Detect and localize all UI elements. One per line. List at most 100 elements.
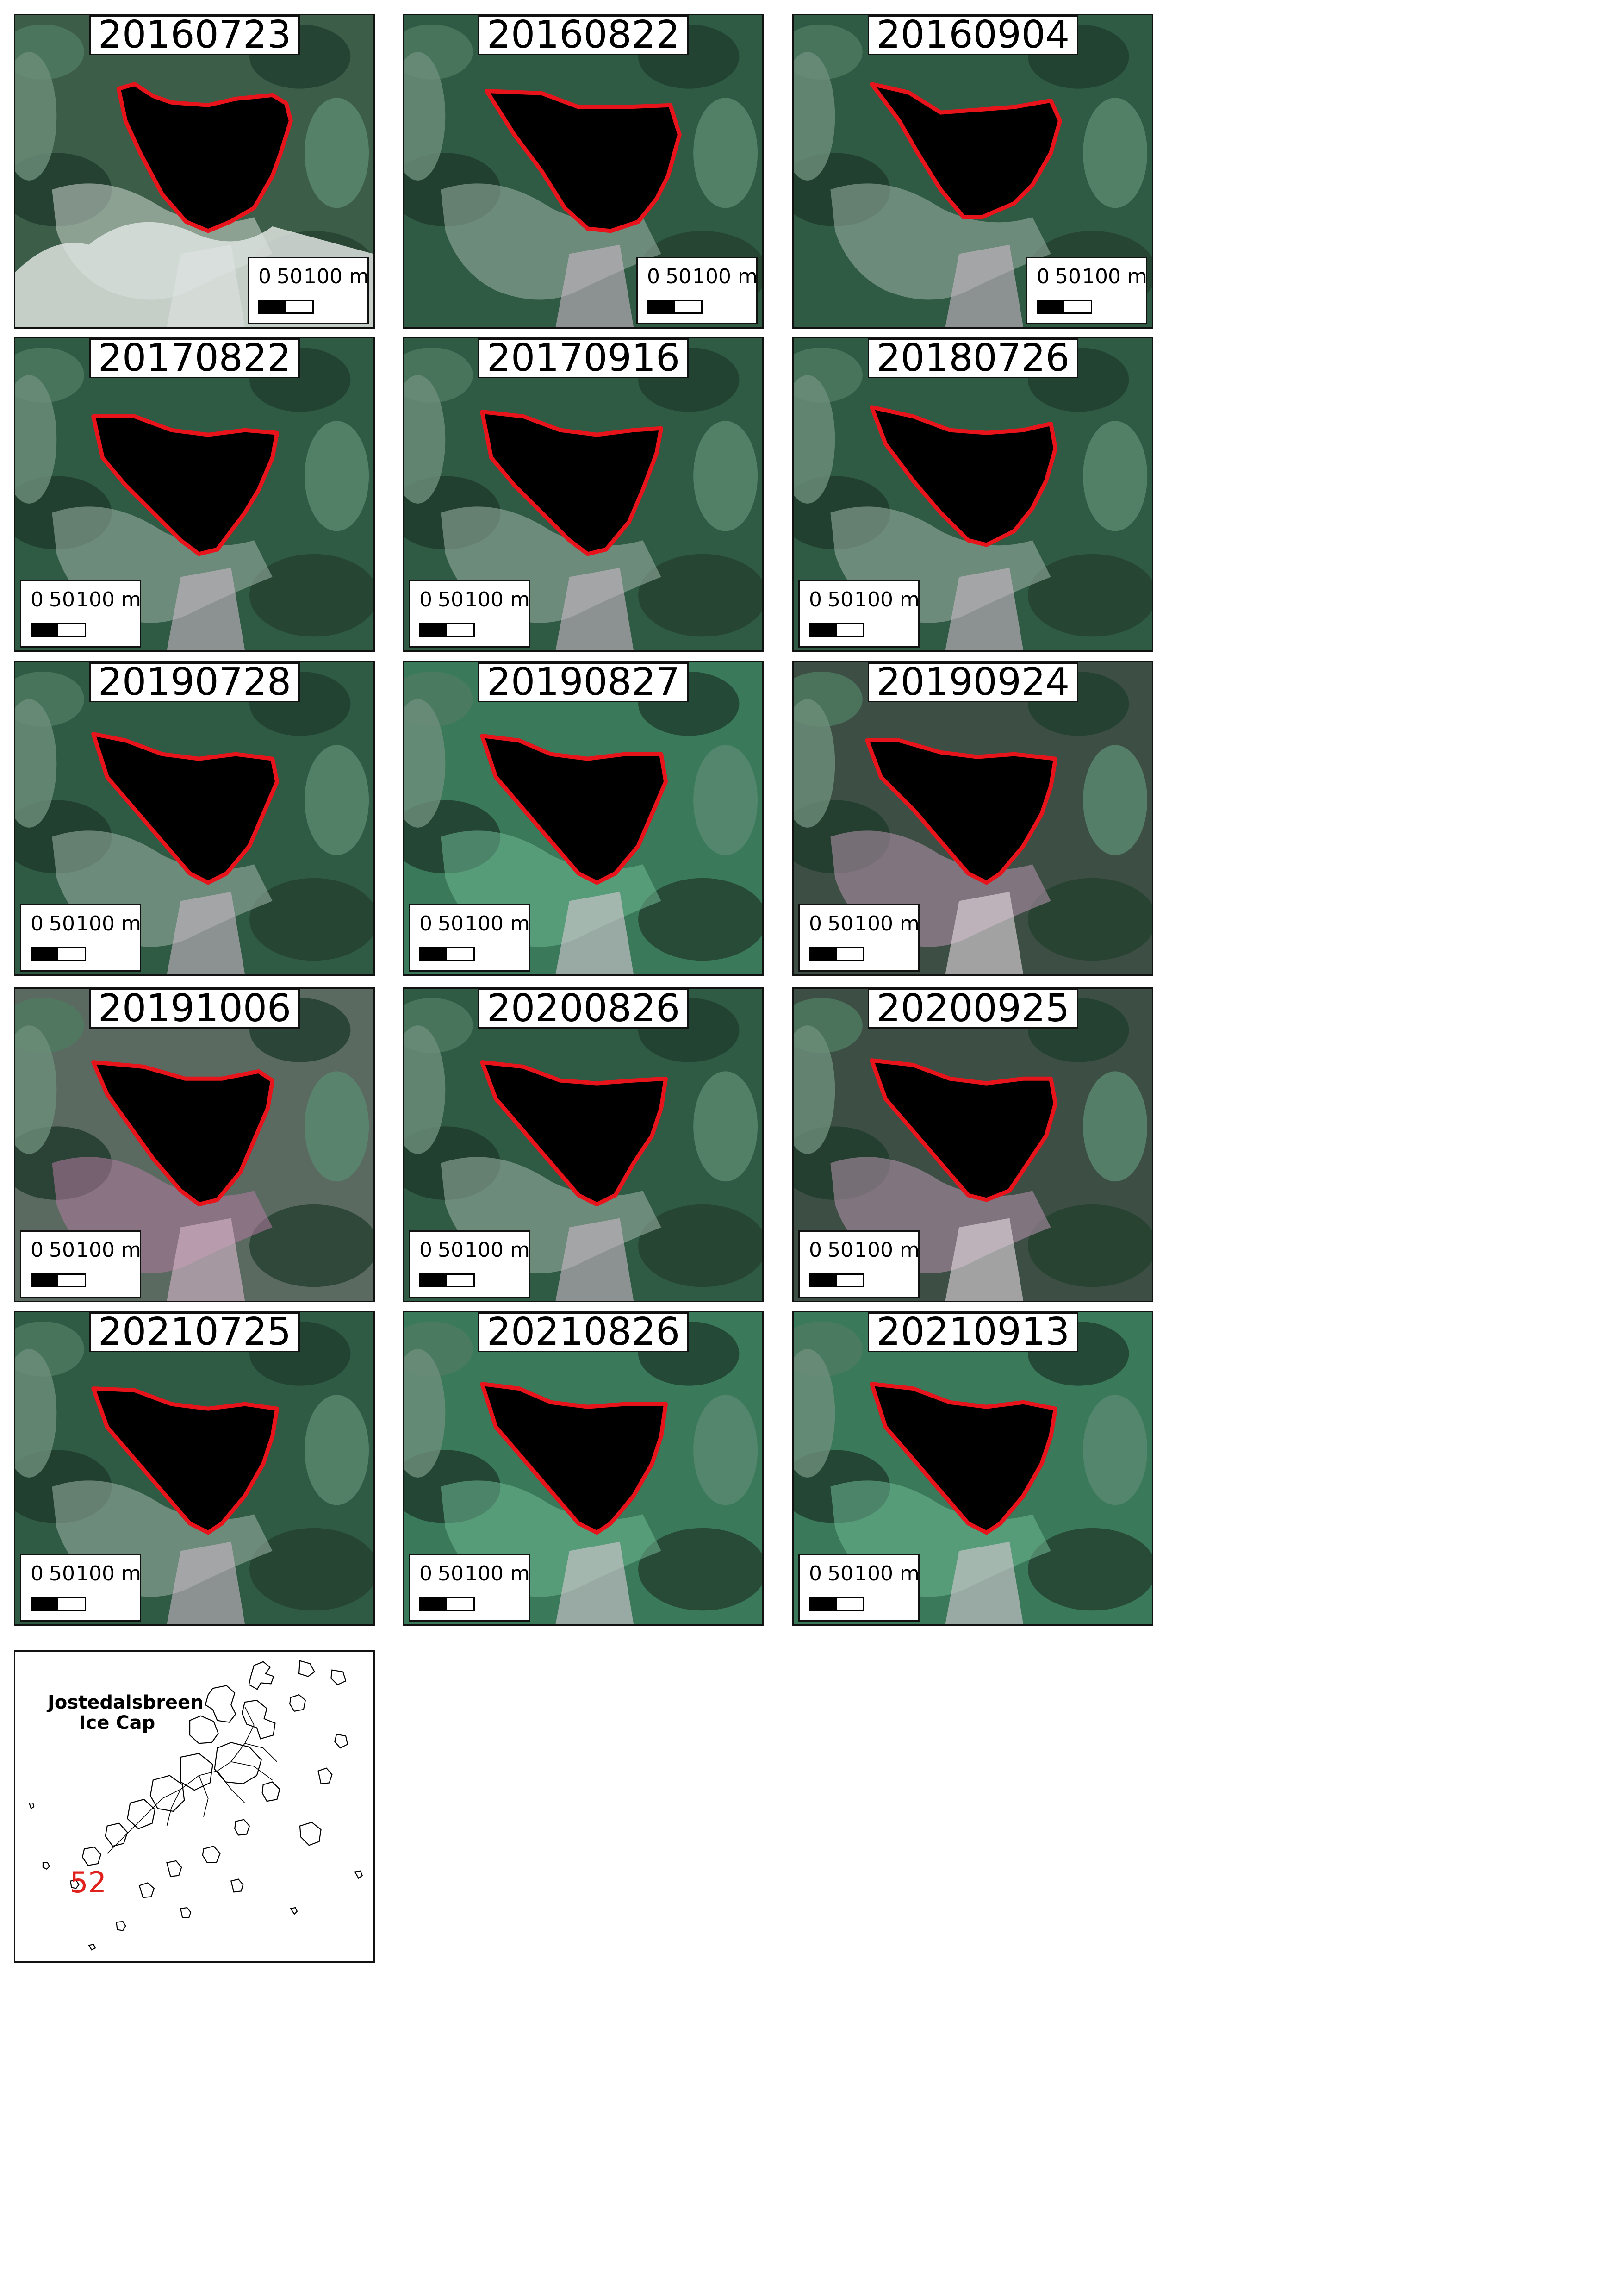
scale-bar-graphic — [419, 947, 475, 961]
lake-outline — [480, 734, 668, 885]
scale-bar-box: 0 50 100 m — [798, 1554, 920, 1622]
scale-label-0: 0 — [419, 1238, 432, 1262]
scale-label-100: 100 m — [465, 1238, 530, 1262]
image-panel: 20210725 0 50 100 m — [14, 1311, 375, 1626]
image-panel: 20160904 0 50 100 m — [792, 14, 1153, 329]
lake-outline — [91, 414, 280, 556]
acquisition-date-label: 20200826 — [478, 989, 689, 1029]
scale-bar-box: 0 50 100 m — [798, 1230, 920, 1298]
scale-bar-graphic — [419, 1597, 475, 1611]
scale-label-0: 0 — [419, 912, 432, 936]
acquisition-date-label: 20200925 — [868, 989, 1078, 1029]
overview-map: Jostedalsbreen Ice Cap 52 — [14, 1650, 375, 1963]
image-panel: 20210913 0 50 100 m — [792, 1311, 1153, 1626]
image-panel: 20180726 0 50 100 m — [792, 337, 1153, 652]
scale-label-50: 50 — [827, 912, 853, 936]
scale-label-50: 50 — [827, 1562, 853, 1585]
scale-label-0: 0 — [31, 1238, 44, 1262]
scale-label-50: 50 — [49, 912, 75, 936]
scale-bar-box: 0 50 100 m — [636, 257, 758, 324]
satellite-image — [794, 989, 1152, 1301]
acquisition-date-label: 20210913 — [868, 1312, 1078, 1352]
scale-label-100: 100 m — [304, 265, 369, 288]
satellite-image — [15, 989, 373, 1301]
lake-outline — [480, 1060, 668, 1207]
lake-outline — [870, 405, 1058, 547]
satellite-image — [794, 15, 1152, 327]
ice-cap-name-line1: Jostedalsbreen — [48, 1692, 204, 1713]
scale-bar-graphic — [419, 1273, 475, 1287]
image-panel: 20170916 0 50 100 m — [403, 337, 764, 652]
lake-outline — [91, 1386, 280, 1535]
scale-label-50: 50 — [827, 1238, 853, 1262]
acquisition-date-label: 20190827 — [478, 662, 689, 702]
scale-bar-graphic — [647, 300, 703, 314]
acquisition-date-label: 20160904 — [868, 15, 1078, 55]
ice-cap-name: Jostedalsbreen Ice Cap — [48, 1692, 204, 1734]
scale-label-50: 50 — [438, 1238, 464, 1262]
ice-cap-name-line2: Ice Cap — [79, 1712, 155, 1734]
acquisition-date-label: 20160723 — [89, 15, 300, 55]
scale-bar-graphic — [31, 1597, 86, 1611]
scale-label-0: 0 — [647, 265, 660, 288]
scale-bar-box: 0 50 100 m — [20, 904, 141, 972]
scale-label-100: 100 m — [465, 1562, 530, 1585]
scale-bar-graphic — [419, 623, 475, 637]
scale-bar-box: 0 50 100 m — [798, 904, 920, 972]
image-panel: 20190924 0 50 100 m — [792, 661, 1153, 976]
image-panel: 20170822 0 50 100 m — [14, 337, 375, 652]
scale-bar-box: 0 50 100 m — [20, 580, 141, 648]
scale-label-100: 100 m — [76, 1238, 141, 1262]
scale-label-100: 100 m — [854, 1238, 920, 1262]
scale-bar-box: 0 50 100 m — [798, 580, 920, 648]
image-panel: 20190827 0 50 100 m — [403, 661, 764, 976]
scale-label-100: 100 m — [76, 912, 141, 936]
scale-label-50: 50 — [49, 588, 75, 611]
lake-outline — [91, 1060, 275, 1207]
scale-bar-box: 0 50 100 m — [409, 1230, 530, 1298]
lake-outline — [865, 738, 1058, 885]
scale-label-0: 0 — [809, 912, 822, 936]
acquisition-date-label: 20170822 — [89, 338, 300, 378]
scale-label-100: 100 m — [465, 588, 530, 611]
acquisition-date-label: 20170916 — [478, 338, 689, 378]
scale-label-0: 0 — [419, 588, 432, 611]
scale-label-50: 50 — [438, 588, 464, 611]
scale-label-100: 100 m — [465, 912, 530, 936]
scale-bar-box: 0 50 100 m — [409, 1554, 530, 1622]
scale-label-100: 100 m — [692, 265, 758, 288]
scale-label-0: 0 — [31, 588, 44, 611]
scale-bar-graphic — [31, 947, 86, 961]
scale-label-100: 100 m — [854, 1562, 920, 1585]
scale-label-50: 50 — [438, 1562, 464, 1585]
scale-bar-graphic — [258, 300, 314, 314]
lake-outline — [116, 82, 293, 233]
scale-bar-graphic — [809, 623, 864, 637]
satellite-image — [15, 1312, 373, 1624]
acquisition-date-label: 20190728 — [89, 662, 300, 702]
scale-label-50: 50 — [277, 265, 303, 288]
acquisition-date-label: 20210826 — [478, 1312, 689, 1352]
scale-label-100: 100 m — [76, 588, 141, 611]
image-panel: 20160723 0 50 100 m — [14, 14, 375, 329]
acquisition-date-label: 20190924 — [868, 662, 1078, 702]
scale-label-50: 50 — [438, 912, 464, 936]
scale-label-0: 0 — [809, 588, 822, 611]
scale-label-50: 50 — [827, 588, 853, 611]
lake-location-marker: 52 — [70, 1866, 106, 1899]
scale-label-0: 0 — [809, 1238, 822, 1262]
scale-label-50: 50 — [49, 1562, 75, 1585]
lake-outline — [480, 410, 664, 556]
acquisition-date-label: 20180726 — [868, 338, 1078, 378]
scale-bar-graphic — [31, 623, 86, 637]
lake-outline — [870, 1058, 1058, 1202]
lake-outline — [485, 89, 682, 233]
scale-label-0: 0 — [809, 1562, 822, 1585]
ice-cap-outline-map — [28, 1660, 363, 1951]
acquisition-date-label: 20191006 — [89, 989, 300, 1029]
scale-label-0: 0 — [258, 265, 271, 288]
image-panel: 20190728 0 50 100 m — [14, 661, 375, 976]
scale-label-0: 0 — [1037, 265, 1050, 288]
scale-bar-box: 0 50 100 m — [409, 580, 530, 648]
